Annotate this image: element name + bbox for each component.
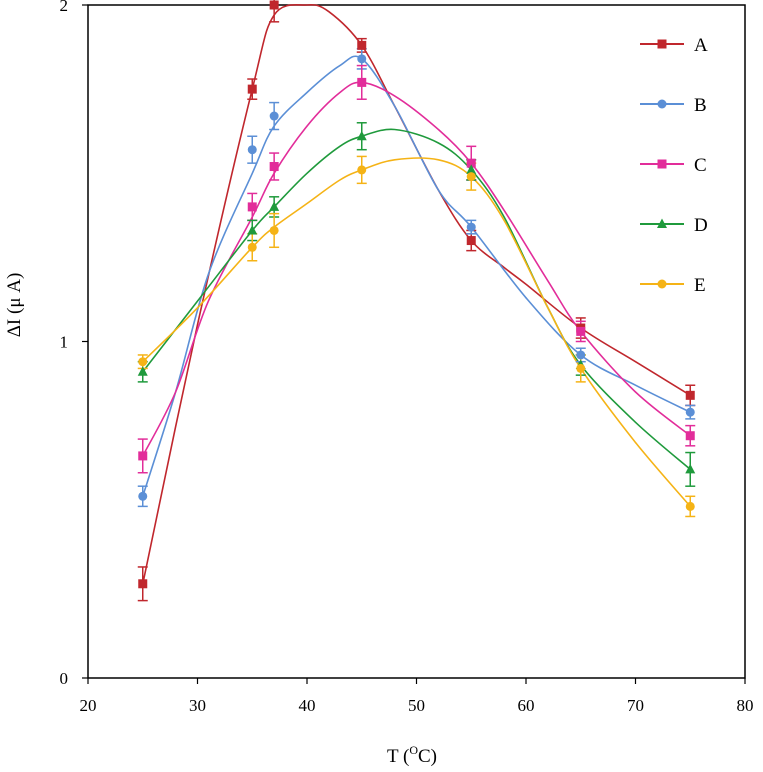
series-b-point <box>466 222 476 232</box>
legend-swatch-marker <box>657 218 667 228</box>
series-e-point <box>269 225 279 235</box>
series-e-point <box>576 363 586 373</box>
series-d-point <box>685 463 696 474</box>
axis-ticks <box>82 4 746 684</box>
series-a-point <box>269 0 279 10</box>
series-d-point <box>137 366 148 376</box>
x-tick-label: 60 <box>518 696 535 715</box>
x-tick-label: 40 <box>299 696 316 715</box>
y-tick-label: 0 <box>60 669 69 688</box>
series-b-point <box>247 145 257 155</box>
y-axis-title: ΔI (μ A) <box>4 273 25 338</box>
y-tick-label: 2 <box>60 0 69 15</box>
series-e-point <box>466 172 476 182</box>
legend-swatch-marker <box>657 279 667 289</box>
series-a-point <box>138 579 148 589</box>
series-b-point <box>685 407 695 417</box>
legend-label: E <box>694 275 706 296</box>
series-markers <box>137 0 696 589</box>
x-tick-label: 50 <box>408 696 425 715</box>
series-a-point <box>357 40 367 50</box>
series-c-line <box>142 81 691 457</box>
series-a-point <box>247 84 257 94</box>
series-b-point <box>269 111 279 121</box>
legend-item-c: C <box>640 155 707 176</box>
legend-label: B <box>694 95 707 116</box>
legend-swatch-marker <box>657 39 667 49</box>
x-tick-label: 80 <box>737 696 754 715</box>
x-axis-title: T (OC) <box>387 743 437 767</box>
tick-labels: 20 30 40 50 60 70 80 0 1 2 <box>60 0 754 715</box>
series-c-point <box>138 451 148 461</box>
series-b-point <box>138 491 148 501</box>
series-b-point <box>576 350 586 360</box>
series-c-point <box>466 158 476 168</box>
series-e-point <box>685 501 695 511</box>
legend-label: C <box>694 155 707 176</box>
series-e-point <box>357 165 367 175</box>
series-e-point <box>247 242 257 252</box>
legend-item-a: A <box>640 35 708 56</box>
legend-label: D <box>694 215 708 236</box>
legend-item-e: E <box>640 275 706 296</box>
legend-item-b: B <box>640 95 707 116</box>
series-a-point <box>685 390 695 400</box>
series-d-point <box>247 224 258 235</box>
series-c-point <box>685 431 695 441</box>
series-d-point <box>269 201 280 211</box>
legend-swatch-marker <box>657 99 667 109</box>
legend: A B C D E <box>640 35 708 296</box>
series-d-point <box>356 130 367 141</box>
legend-label: A <box>694 35 708 56</box>
series-c-point <box>269 162 279 172</box>
x-tick-label: 30 <box>189 696 206 715</box>
series-b-line <box>142 55 691 497</box>
series-a-line <box>142 3 691 584</box>
x-tick-label: 20 <box>80 696 97 715</box>
legend-item-d: D <box>640 215 708 236</box>
legend-swatch-marker <box>657 159 667 169</box>
series-a-point <box>466 236 476 246</box>
y-tick-label: 1 <box>60 333 69 352</box>
series-d-point <box>466 164 477 174</box>
series-c-point <box>576 326 586 336</box>
series-c-point <box>357 77 367 87</box>
x-tick-label: 70 <box>627 696 644 715</box>
series-b-point <box>357 54 367 64</box>
series-c-point <box>247 202 257 212</box>
series-e-point <box>138 357 148 367</box>
